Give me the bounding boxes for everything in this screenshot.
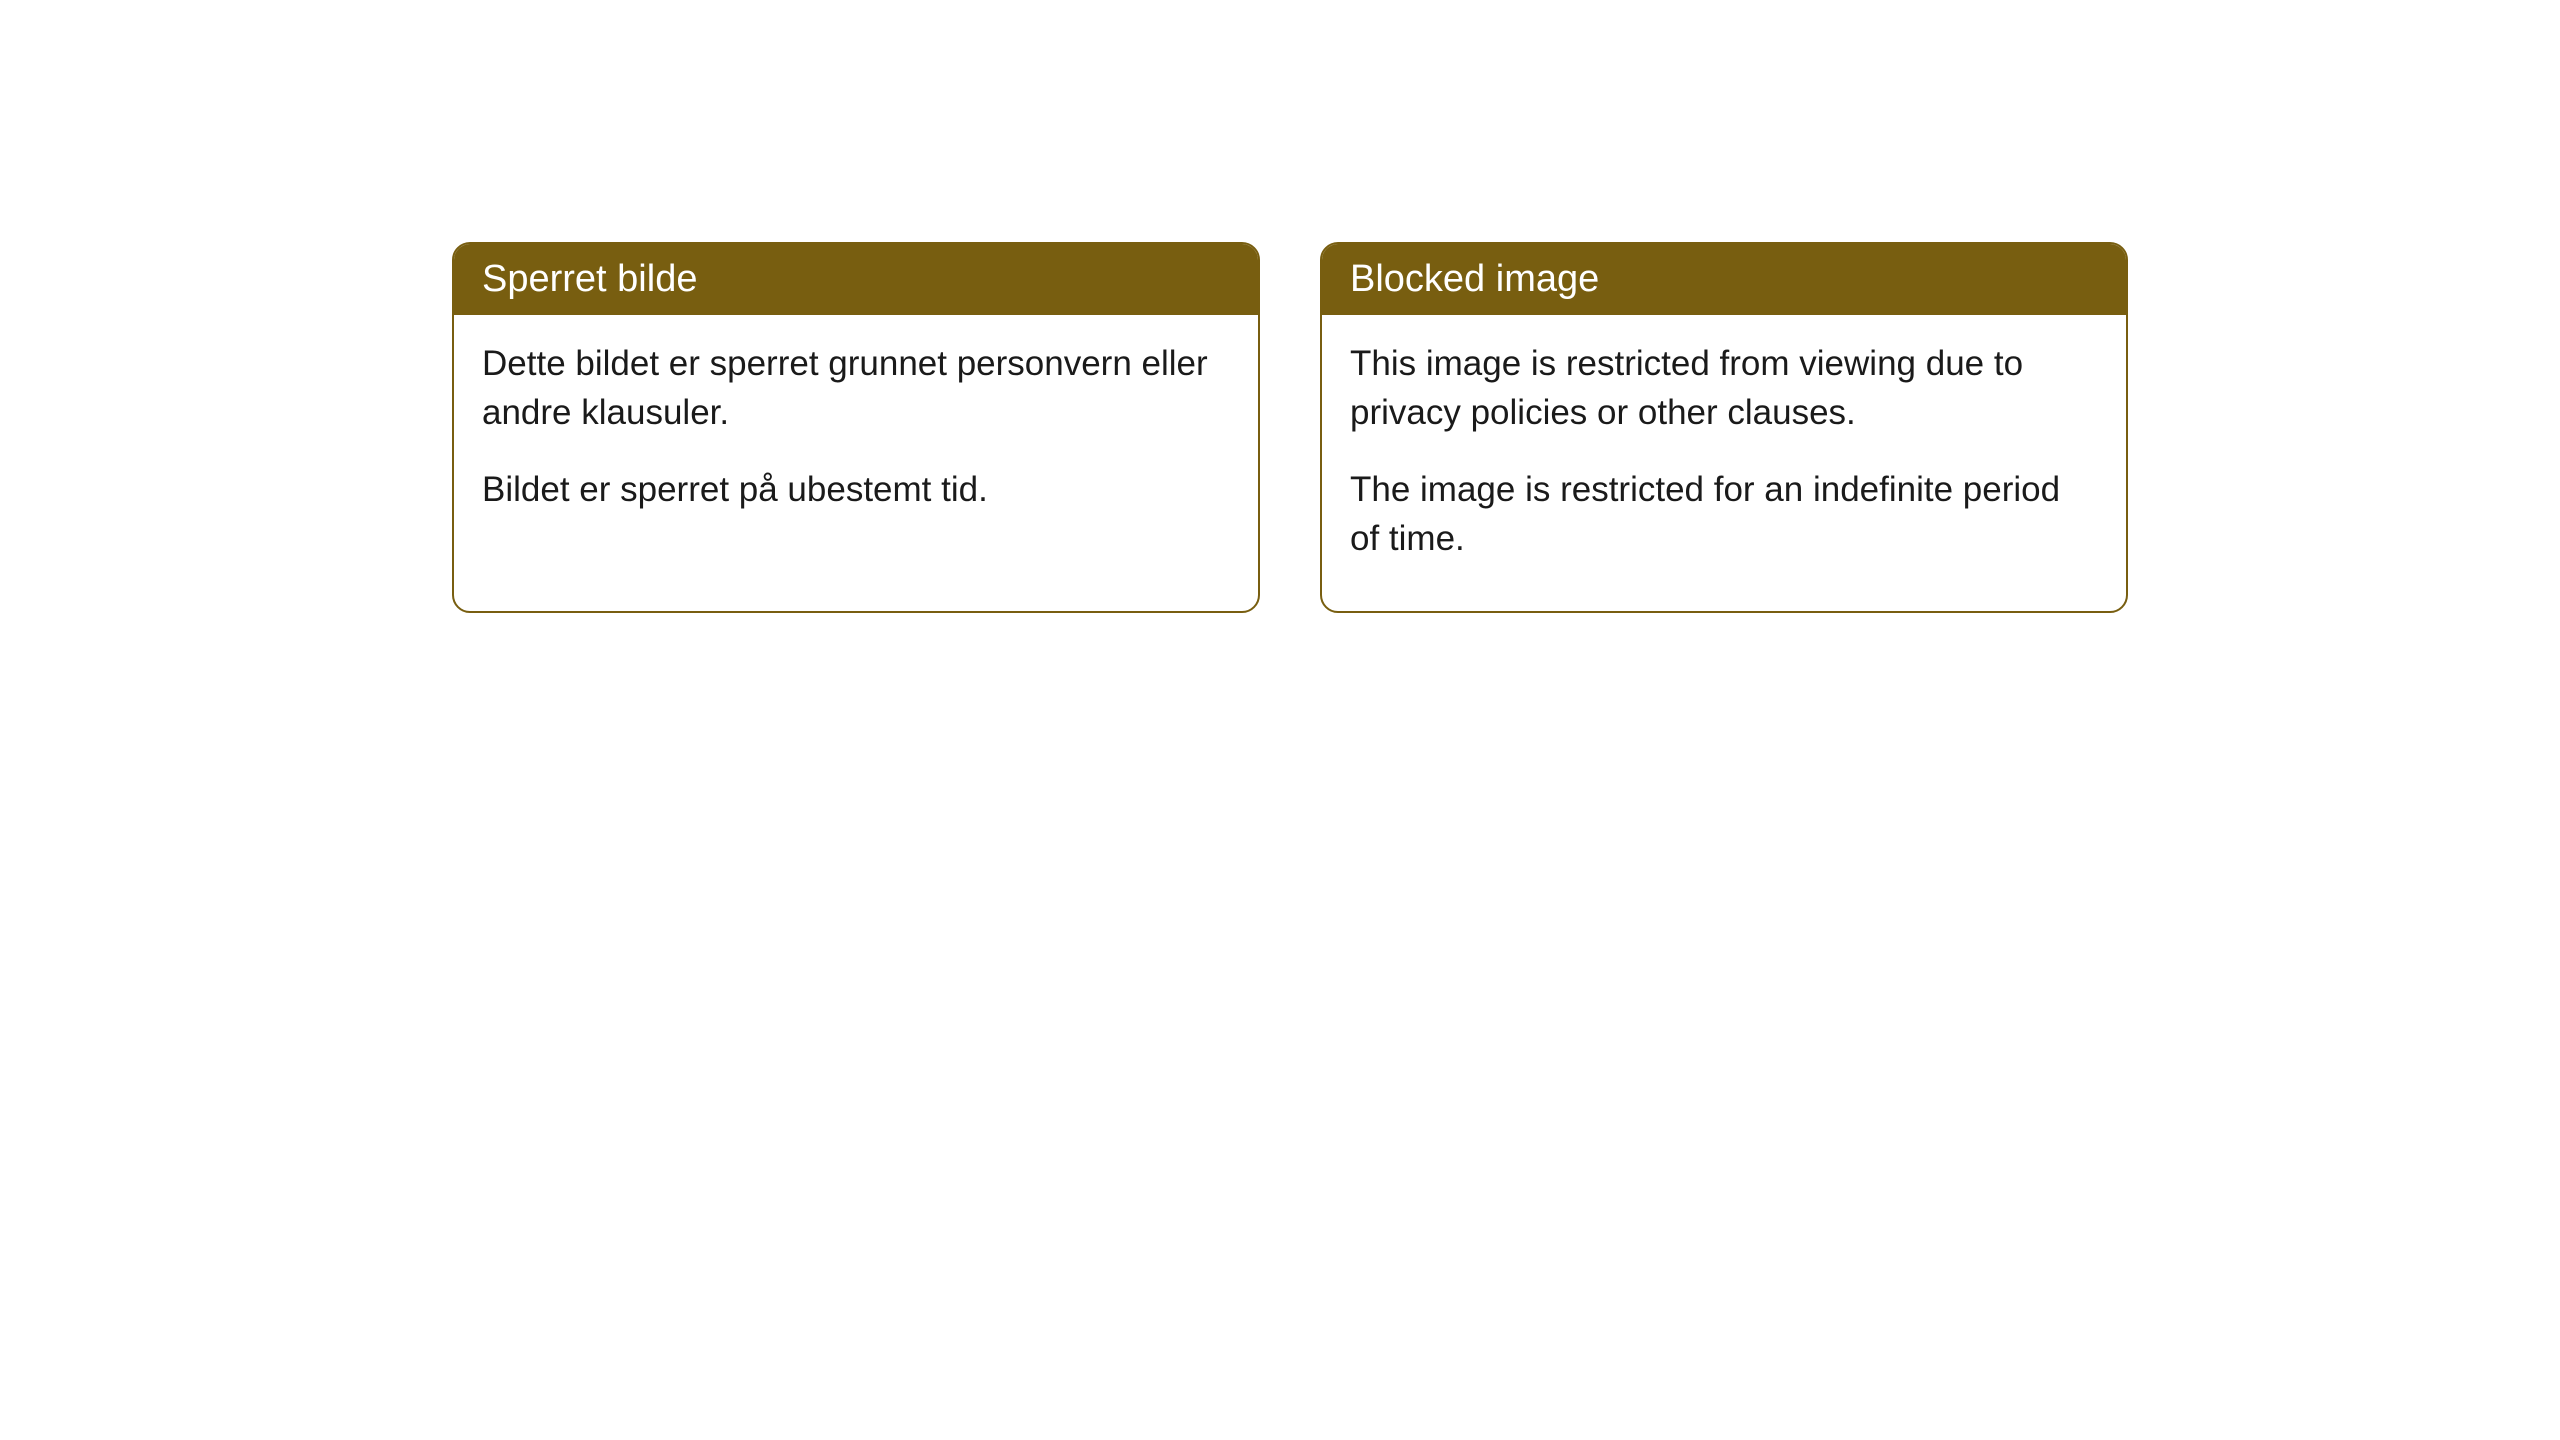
notice-card-norwegian: Sperret bilde Dette bildet er sperret gr… xyxy=(452,242,1260,613)
card-paragraph: The image is restricted for an indefinit… xyxy=(1350,465,2098,563)
notice-card-english: Blocked image This image is restricted f… xyxy=(1320,242,2128,613)
card-body: This image is restricted from viewing du… xyxy=(1322,315,2126,611)
card-paragraph: Bildet er sperret på ubestemt tid. xyxy=(482,465,1230,514)
card-header: Sperret bilde xyxy=(454,244,1258,315)
card-title: Sperret bilde xyxy=(482,258,697,300)
card-body: Dette bildet er sperret grunnet personve… xyxy=(454,315,1258,562)
card-paragraph: This image is restricted from viewing du… xyxy=(1350,339,2098,437)
card-paragraph: Dette bildet er sperret grunnet personve… xyxy=(482,339,1230,437)
notice-cards-container: Sperret bilde Dette bildet er sperret gr… xyxy=(452,242,2128,613)
card-title: Blocked image xyxy=(1350,258,1599,300)
card-header: Blocked image xyxy=(1322,244,2126,315)
